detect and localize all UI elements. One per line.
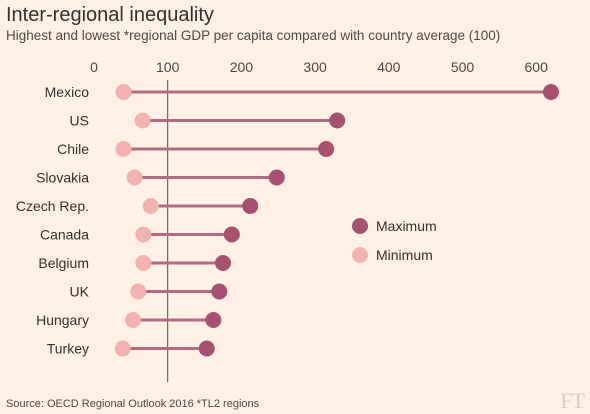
minimum-point: [126, 169, 143, 186]
chart-title: Inter-regional inequality: [6, 4, 214, 26]
legend-maximum-marker: [352, 218, 368, 234]
x-tick-label: 600: [525, 59, 549, 75]
maximum-point: [268, 169, 285, 186]
minimum-point: [135, 226, 152, 243]
category-label: Chile: [57, 141, 89, 157]
ft-logo: FT: [560, 388, 585, 413]
maximum-point: [329, 112, 346, 129]
minimum-point: [114, 340, 131, 357]
maximum-point: [205, 312, 222, 328]
maximum-point: [211, 283, 228, 300]
chart-subtitle: Highest and lowest *regional GDP per cap…: [6, 28, 501, 43]
source-note: Source: OECD Regional Outlook 2016 *TL2 …: [6, 398, 260, 410]
maximum-point: [542, 84, 559, 100]
maximum-point: [214, 255, 231, 271]
x-tick-label: 400: [377, 59, 401, 75]
maximum-point: [242, 198, 259, 214]
maximum-point: [198, 340, 215, 357]
category-label: Slovakia: [36, 170, 89, 186]
minimum-point: [125, 312, 142, 328]
minimum-point: [134, 112, 151, 129]
maximum-point: [223, 226, 240, 243]
x-tick-label: 500: [451, 59, 475, 75]
category-label: US: [70, 113, 89, 129]
minimum-point: [142, 198, 159, 214]
legend-minimum-marker: [352, 247, 368, 263]
category-label: Belgium: [38, 255, 89, 271]
x-tick-label: 0: [90, 59, 98, 75]
minimum-point: [115, 84, 132, 100]
minimum-point: [130, 283, 147, 300]
x-tick-label: 100: [156, 59, 180, 75]
legend-minimum-label: Minimum: [376, 247, 433, 263]
x-tick-label: 200: [230, 59, 254, 75]
category-label: Mexico: [45, 84, 90, 100]
legend-maximum-label: Maximum: [376, 218, 437, 234]
category-label: Canada: [40, 227, 89, 243]
maximum-point: [318, 141, 335, 157]
x-tick-label: 300: [303, 59, 327, 75]
category-label: Czech Rep.: [16, 198, 89, 214]
category-label: Hungary: [36, 312, 89, 328]
minimum-point: [135, 255, 152, 271]
category-label: UK: [70, 284, 90, 300]
minimum-point: [115, 141, 132, 157]
category-label: Turkey: [47, 341, 89, 357]
